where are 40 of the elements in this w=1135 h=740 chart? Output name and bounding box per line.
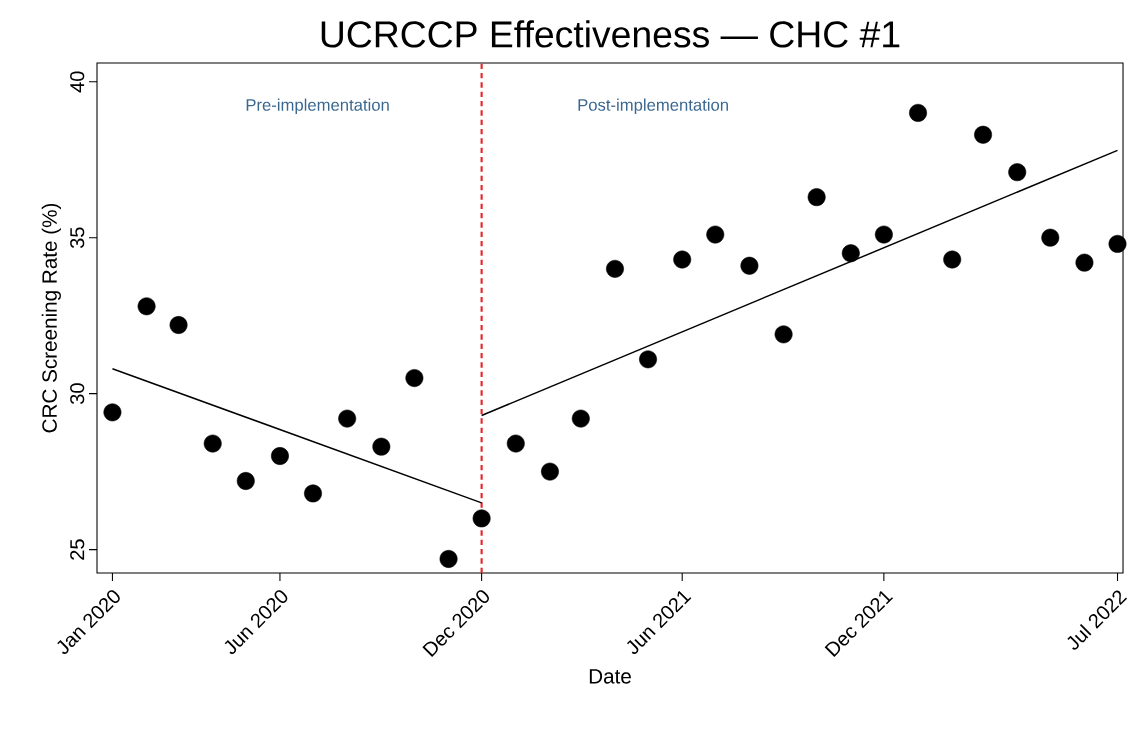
point <box>1075 253 1094 272</box>
point <box>807 188 826 207</box>
point <box>304 484 322 503</box>
point <box>405 369 424 387</box>
y-tick-label: 30 <box>70 383 85 405</box>
x-axis-title: Date <box>589 669 631 684</box>
point <box>571 409 590 428</box>
point <box>472 509 491 528</box>
point <box>673 250 692 269</box>
annotation: Post-implementation <box>578 98 728 115</box>
point <box>1041 228 1060 247</box>
point <box>943 250 962 269</box>
point <box>103 403 122 422</box>
point <box>541 462 559 481</box>
point <box>1108 234 1127 253</box>
point <box>271 447 289 465</box>
point <box>236 472 255 490</box>
point <box>639 350 657 369</box>
annotation: Pre-implementation <box>246 98 389 115</box>
y-tick-label: 25 <box>70 539 85 560</box>
point <box>974 125 992 144</box>
point <box>841 244 860 263</box>
point <box>606 259 624 278</box>
point <box>740 256 759 275</box>
y-tick-label: 35 <box>70 227 85 249</box>
point <box>439 550 458 568</box>
y-tick-label: 40 <box>70 71 85 93</box>
chart-title: UCRCCP Effectiveness — CHC #1 <box>321 20 900 48</box>
point <box>338 409 357 428</box>
point <box>137 297 156 316</box>
point <box>706 225 725 244</box>
y-axis-title: CRC Screening Rate (%) <box>41 203 61 433</box>
point <box>372 437 391 456</box>
point <box>203 434 222 453</box>
point <box>506 434 525 453</box>
point <box>169 316 188 334</box>
point <box>874 225 893 244</box>
point <box>1008 163 1027 182</box>
point <box>909 103 927 122</box>
point <box>774 325 793 344</box>
